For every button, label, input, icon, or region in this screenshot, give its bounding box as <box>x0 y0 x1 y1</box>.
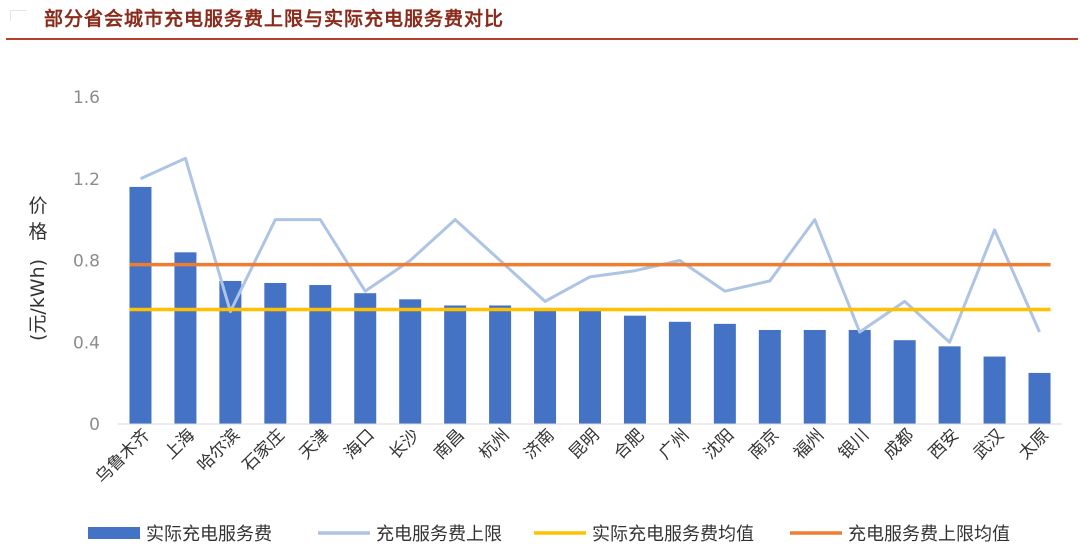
bar-南昌 <box>444 305 467 424</box>
x-category-label: 哈尔滨 <box>194 425 244 475</box>
legend-label: 实际充电服务费 <box>146 524 272 545</box>
y-tick-label: 0.8 <box>73 252 100 272</box>
bar-石家庄 <box>264 282 287 424</box>
x-category-label: 武汉 <box>970 425 1008 463</box>
x-category-label: 太原 <box>1015 425 1053 463</box>
bar-昆明 <box>579 309 601 424</box>
x-category-label: 海口 <box>341 425 379 463</box>
legend-label: 实际充电服务费均值 <box>592 524 754 545</box>
y-axis-ticks: 0 0.4 0.8 1.2 1.6 <box>73 88 100 435</box>
x-category-label: 长沙 <box>386 425 424 463</box>
y-tick-label: 0 <box>89 415 100 435</box>
x-category-label: 沈阳 <box>700 425 738 463</box>
bar-福州 <box>803 329 826 424</box>
x-category-label: 福州 <box>790 425 828 463</box>
bar-济南 <box>534 309 557 424</box>
x-category-label: 杭州 <box>475 425 513 463</box>
title-rule <box>6 38 1078 40</box>
bar-西安 <box>938 346 961 424</box>
bar-广州 <box>668 321 691 424</box>
x-category-label: 广州 <box>655 425 693 463</box>
x-category-label: 天津 <box>296 425 334 463</box>
x-category-label: 乌鲁木齐 <box>92 425 154 487</box>
y-tick-label: 0.4 <box>73 333 100 353</box>
y-axis-label: 价格 (元/kWh) <box>27 195 49 341</box>
bar-沈阳 <box>713 323 736 424</box>
bar-哈尔滨 <box>219 280 242 424</box>
x-category-label: 昆明 <box>565 425 603 463</box>
legend-label: 充电服务费上限 <box>376 524 502 545</box>
bar-上海 <box>174 252 197 424</box>
bar-太原 <box>1028 372 1051 424</box>
bar-海口 <box>354 293 377 424</box>
corner-mark <box>10 10 27 21</box>
limit-line-series <box>139 156 1041 344</box>
legend: 实际充电服务费 充电服务费上限 实际充电服务费均值 充电服务费上限均值 <box>88 524 1010 545</box>
page-title: 部分省会城市充电服务费上限与实际充电服务费对比 <box>44 8 505 30</box>
bar-乌鲁木齐 <box>129 186 152 424</box>
bar-series <box>129 186 1051 424</box>
bar-长沙 <box>399 299 422 424</box>
x-category-label: 银川 <box>835 425 873 463</box>
x-category-label: 济南 <box>520 425 558 463</box>
y-axis-unit: (元/kWh) <box>27 259 49 341</box>
bar-武汉 <box>983 356 1006 424</box>
legend-swatch <box>88 527 140 539</box>
x-category-label: 成都 <box>880 425 918 463</box>
y-axis-label-char: 格 <box>28 221 47 243</box>
y-axis-label-char: 价 <box>28 195 47 217</box>
legend-label: 充电服务费上限均值 <box>848 524 1010 545</box>
y-tick-label: 1.6 <box>73 88 100 108</box>
bar-杭州 <box>489 305 512 424</box>
x-category-label: 石家庄 <box>239 425 289 475</box>
bar-南京 <box>758 329 781 424</box>
y-tick-label: 1.2 <box>73 170 100 190</box>
x-category-label: 上海 <box>161 425 199 463</box>
bar-银川 <box>848 329 871 424</box>
bar-合肥 <box>623 315 646 424</box>
x-category-label: 南京 <box>745 425 783 463</box>
x-category-label: 合肥 <box>610 425 648 463</box>
x-category-label: 西安 <box>925 425 963 463</box>
x-category-label: 南昌 <box>430 425 468 463</box>
bar-天津 <box>309 285 332 424</box>
bar-成都 <box>893 340 916 424</box>
